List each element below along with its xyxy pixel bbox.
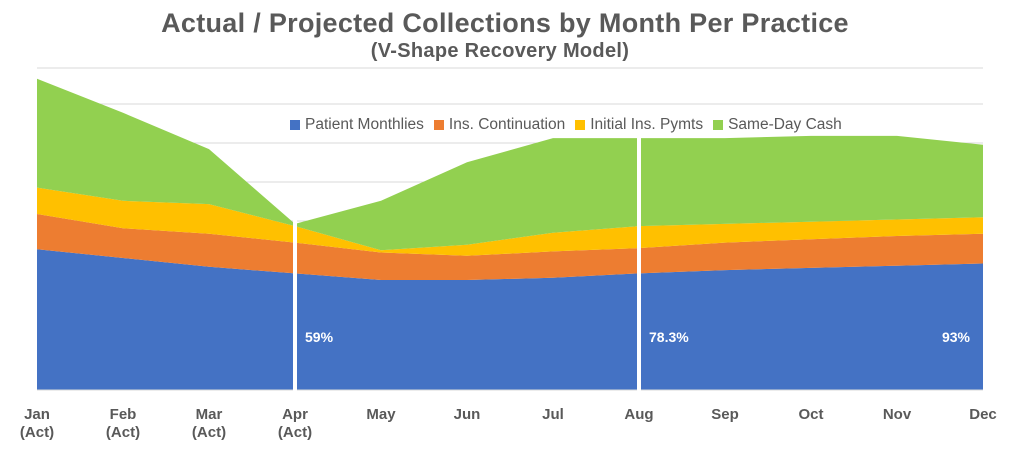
x-tick-label: Aug bbox=[624, 406, 653, 423]
legend-label: Same-Day Cash bbox=[728, 116, 842, 133]
legend-swatch bbox=[713, 120, 724, 130]
x-tick-label: Feb (Act) bbox=[106, 406, 140, 441]
x-tick-label: Mar (Act) bbox=[192, 406, 226, 441]
x-tick-label: Sep bbox=[711, 406, 739, 423]
legend-item: Patient Monthlies bbox=[290, 116, 424, 134]
chart-legend: Patient Monthlies Ins. Continuation Initia… bbox=[290, 116, 852, 134]
legend-label: Initial Ins. Pymts bbox=[590, 116, 704, 133]
legend-item: Initial Ins. Pymts bbox=[575, 116, 703, 134]
percent-annotation: 59% bbox=[305, 329, 334, 345]
x-tick-label: Jan (Act) bbox=[20, 406, 54, 441]
area-series-3 bbox=[37, 187, 983, 256]
area-series-2 bbox=[37, 214, 983, 280]
percent-annotation: 78.3% bbox=[649, 329, 689, 345]
legend-label: Patient Monthlies bbox=[305, 116, 424, 133]
legend-item: Ins. Continuation bbox=[433, 116, 566, 134]
chart-title: Actual / Projected Collections by Month … bbox=[161, 8, 849, 38]
x-tick-label: Apr (Act) bbox=[278, 406, 312, 441]
x-tick-label: Nov bbox=[883, 406, 912, 423]
legend-label: Ins. Continuation bbox=[448, 116, 566, 133]
x-tick-label: Dec bbox=[969, 406, 997, 423]
x-tick-label: Jul bbox=[542, 406, 564, 423]
legend-swatch bbox=[433, 120, 444, 130]
x-tick-label: Oct bbox=[798, 406, 823, 423]
legend-swatch bbox=[575, 120, 586, 130]
chart-subtitle: (V-Shape Recovery Model) bbox=[370, 40, 630, 62]
legend-swatch bbox=[290, 120, 300, 130]
x-tick-label: Jun bbox=[454, 406, 481, 423]
percent-annotation: 93% bbox=[942, 329, 971, 345]
area-series-1 bbox=[37, 249, 983, 390]
area-series-4 bbox=[37, 78, 983, 251]
x-tick-label: May bbox=[366, 406, 396, 423]
legend-item: Same-Day Cash bbox=[713, 116, 842, 134]
